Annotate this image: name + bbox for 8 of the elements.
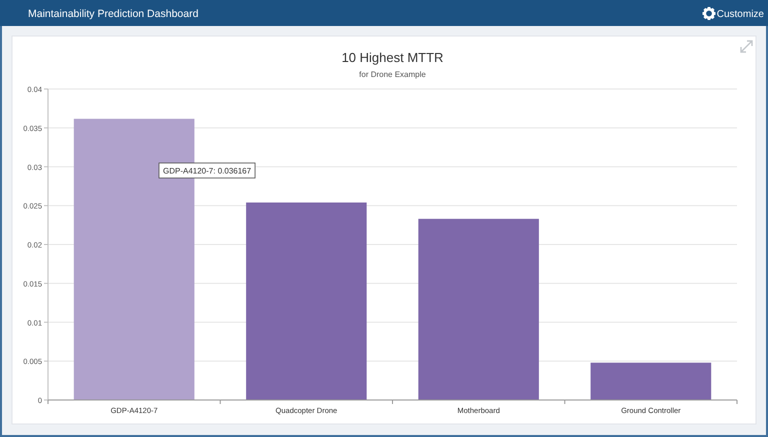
bar bbox=[590, 362, 712, 400]
bar bbox=[246, 202, 367, 400]
annotation: GDP-A4120-7: 0.036167 bbox=[163, 166, 252, 176]
text: Customize bbox=[716, 9, 764, 20]
chart-subtitle: for Drone Example bbox=[359, 70, 426, 79]
bar bbox=[418, 218, 539, 400]
chart-title: 10 Highest MTTR bbox=[342, 50, 444, 65]
text: Maintainability Prediction Dashboard bbox=[28, 8, 199, 20]
